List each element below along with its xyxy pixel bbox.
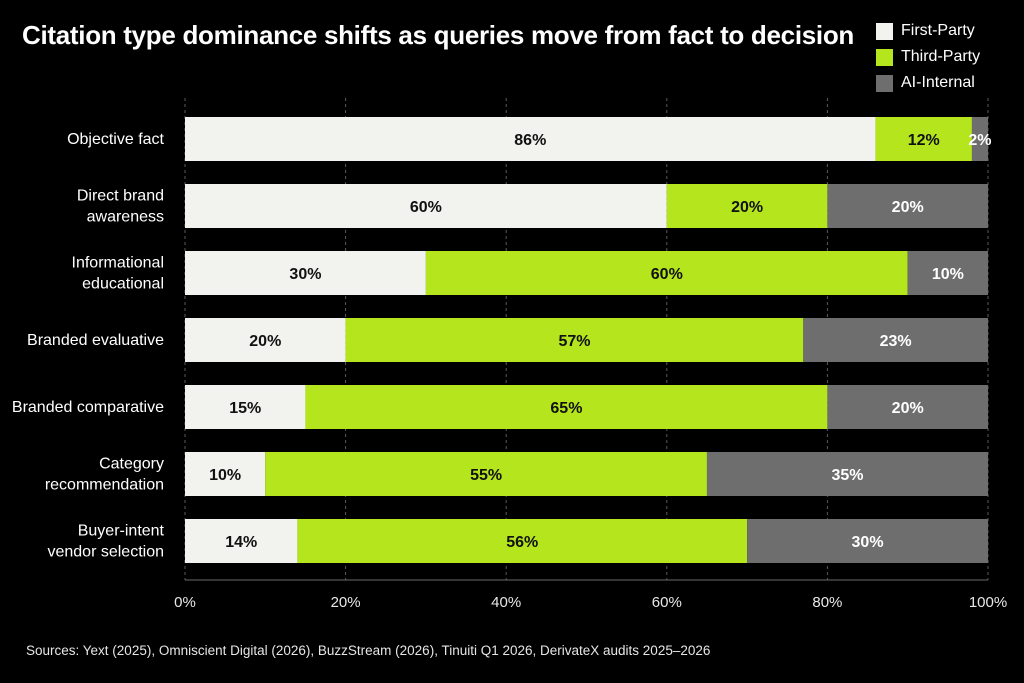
data-label: 60% [410,199,442,216]
legend-item: First-Party [876,18,980,44]
x-tick-label: 100% [969,594,1007,611]
category-label: Informational [72,255,165,272]
bar-segment [185,452,266,496]
bar-segment [706,452,988,496]
bar-segment [803,318,988,362]
data-label: 20% [249,333,281,350]
legend: First-Party Third-Party AI-Internal [876,18,980,96]
bar-segment [265,452,707,496]
category-label: Buyer-intent [78,523,165,540]
data-label: 56% [506,534,538,551]
data-label: 10% [932,266,964,283]
bar-segment [666,184,828,228]
category-label: Direct brand [77,188,164,205]
category-label: Category [99,456,164,473]
x-tick-label: 80% [812,594,842,611]
data-label: 35% [831,467,863,484]
data-label: 20% [892,199,924,216]
bar-segment [827,184,988,228]
data-label: 57% [558,333,590,350]
legend-item: Third-Party [876,44,980,70]
bar-segment [185,385,306,429]
data-label: 86% [514,132,546,149]
legend-label: AI-Internal [901,74,975,91]
data-label: 15% [229,400,261,417]
category-label: educational [82,276,164,293]
bar-segment [185,251,426,295]
legend-label: First-Party [901,22,975,39]
legend-swatch [876,74,893,92]
x-tick-label: 60% [652,594,682,611]
bar-segment [185,519,298,563]
legend-swatch [876,22,893,40]
category-label: vendor selection [47,544,164,561]
data-label: 23% [880,333,912,350]
bar-segment [185,184,667,228]
bar-segment [305,385,828,429]
source-note: Sources: Yext (2025), Omniscient Digital… [26,643,711,658]
bar-segment [425,251,908,295]
data-label: 60% [651,266,683,283]
data-label: 10% [209,467,241,484]
bar-segment [875,117,972,161]
data-label: 30% [852,534,884,551]
legend-label: Third-Party [901,48,981,65]
legend-swatch [876,48,893,66]
category-label: recommendation [45,477,164,494]
category-label: Objective fact [67,131,164,148]
bar-segment [185,117,876,161]
category-label: awareness [87,209,164,226]
bar-segment [907,251,988,295]
bar-segment [827,385,988,429]
bar-segment [747,519,988,563]
data-label: 65% [550,400,582,417]
x-tick-label: 20% [331,594,361,611]
data-label: 20% [731,199,763,216]
data-label: 12% [908,132,940,149]
category-label: Branded evaluative [27,332,164,349]
data-label: 2% [968,132,991,149]
data-label: 30% [289,266,321,283]
data-label: 20% [892,400,924,417]
chart-title: Citation type dominance shifts as querie… [22,20,855,50]
x-tick-label: 40% [491,594,521,611]
x-tick-label: 0% [174,594,196,611]
bar-segment [345,318,804,362]
bar-segment [297,519,748,563]
bar-segment [185,318,346,362]
legend-item: AI-Internal [876,70,980,96]
data-label: 55% [470,467,502,484]
data-label: 14% [225,534,257,551]
category-label: Branded comparative [12,399,164,416]
bar-segment [971,117,988,161]
